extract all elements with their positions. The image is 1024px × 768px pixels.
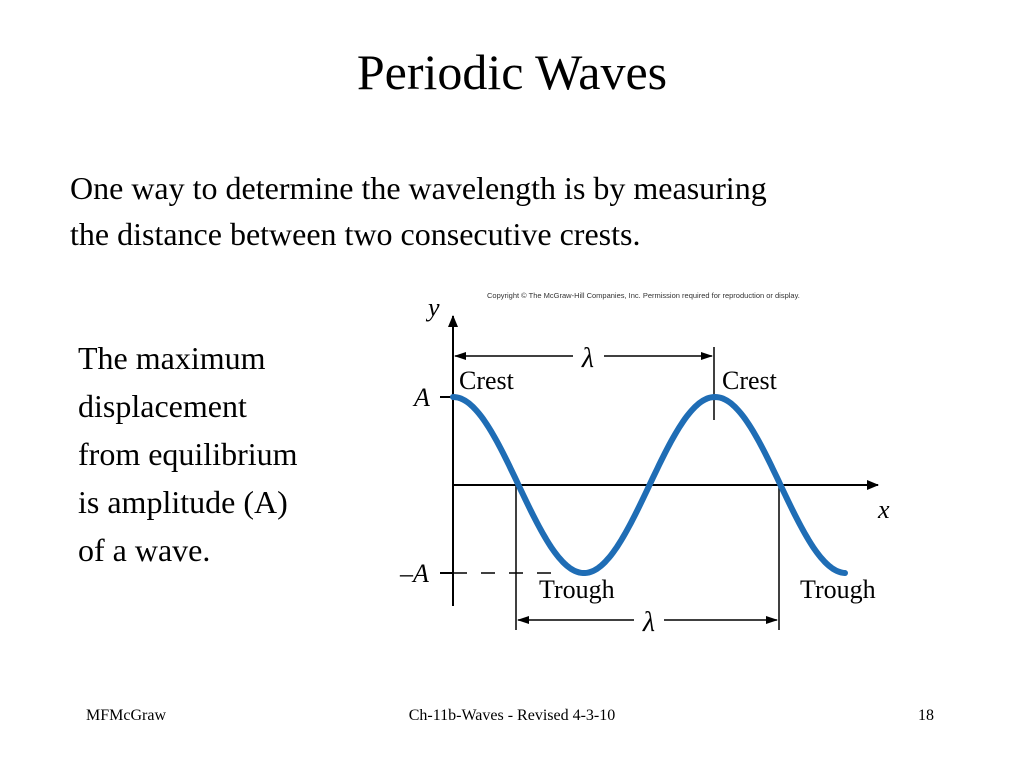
wavelength-label-bottom: λ: [642, 607, 655, 638]
description-line-5: of a wave.: [78, 532, 211, 568]
wave-curve: [450, 393, 848, 576]
trough-label-right: Trough: [800, 575, 876, 604]
copyright-notice: Copyright © The McGraw-Hill Companies, I…: [487, 291, 800, 300]
description-line-4: is amplitude (A): [78, 484, 288, 520]
description-line-1: The maximum: [78, 340, 266, 376]
intro-line-1: One way to determine the wavelength is b…: [70, 170, 767, 206]
footer-author: MFMcGraw: [86, 707, 166, 724]
x-axis-label: x: [877, 495, 890, 524]
description-line-2: displacement: [78, 388, 247, 424]
y-axis-label: y: [425, 293, 440, 322]
wavelength-label-top: λ: [581, 343, 594, 374]
intro-text: One way to determine the wavelength is b…: [70, 165, 970, 257]
amplitude-label: A: [412, 383, 430, 412]
description-line-3: from equilibrium: [78, 436, 298, 472]
crest-label-left: Crest: [459, 366, 515, 395]
intro-line-2: the distance between two consecutive cre…: [70, 216, 641, 252]
page-number: 18: [918, 707, 934, 724]
negative-amplitude-label: –A: [399, 559, 429, 588]
amplitude-description: The maximum displacement from equilibriu…: [78, 334, 368, 574]
trough-label-left: Trough: [539, 575, 615, 604]
slide-title: Periodic Waves: [356, 44, 668, 100]
footer-title: Ch-11b-Waves - Revised 4-3-10: [408, 707, 616, 724]
crest-label-right: Crest: [722, 366, 778, 395]
